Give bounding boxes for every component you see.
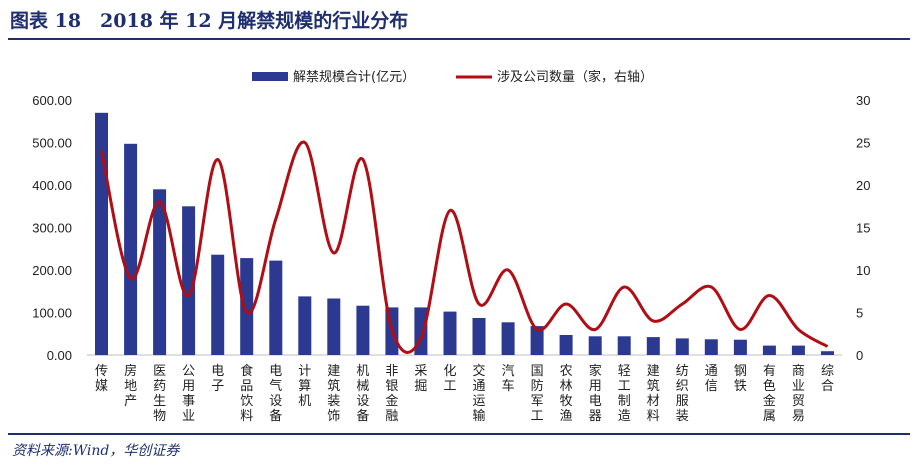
bar-国防军工 [530,326,544,355]
left-tick-label: 0.00 [47,348,72,363]
bar-纺织服装 [675,338,689,355]
category-label: 有色金属 [763,364,776,424]
category-label: 家用电器 [589,363,602,424]
category-label: 农林牧渔 [560,364,573,424]
bar-series [95,112,834,356]
right-tick-label: 0 [856,348,863,363]
category-label: 采掘 [414,364,427,394]
category-label: 轻工制造 [618,364,631,424]
left-tick-label: 100.00 [32,306,72,321]
left-tick-label: 200.00 [32,263,72,278]
category-label: 汽车 [502,364,515,394]
left-tick-label: 500.00 [32,136,72,151]
category-label: 机械设备 [356,364,369,424]
bar-家用电器 [588,336,602,355]
category-label: 传媒 [95,364,108,394]
category-label: 通信 [705,364,718,394]
right-tick-label: 10 [856,263,870,278]
source-note: 资料来源:Wind，华创证券 [12,443,180,459]
right-tick-label: 5 [856,306,863,321]
bar-钢铁 [733,339,747,355]
category-label: 国防军工 [531,364,544,424]
category-label: 非银金融 [385,364,398,424]
bar-电子 [211,254,225,355]
category-label: 公用事业 [182,364,195,424]
legend-bar-swatch [252,72,288,81]
page-title: 图表 18 2018 年 12 月解禁规模的行业分布 [10,10,409,32]
top-divider [8,38,910,40]
category-label: 商业贸易 [792,364,805,424]
category-label: 食品饮料 [240,363,253,424]
legend-line-label: 涉及公司数量（家，右轴） [497,69,653,85]
category-label: 建筑装饰 [327,364,340,424]
bar-传媒 [95,112,108,356]
left-tick-label: 600.00 [32,93,72,108]
bar-计算机 [298,296,312,355]
bar-农林牧渔 [559,335,573,355]
category-label: 综合 [821,364,834,394]
category-label: 医药生物 [153,364,166,424]
bar-医药生物 [153,189,167,356]
right-tick-label: 20 [856,178,870,193]
bar-交通运输 [472,318,486,355]
category-label: 化工 [443,364,456,394]
bar-综合 [821,351,834,355]
category-label: 交通运输 [472,363,485,424]
bar-房地产 [124,143,138,355]
left-tick-label: 400.00 [32,178,72,193]
bar-商业贸易 [791,345,805,355]
category-label: 电气设备 [269,364,282,424]
title-bar: 图表 18 2018 年 12 月解禁规模的行业分布 [0,0,918,40]
bar-食品饮料 [240,258,254,355]
bar-建筑装饰 [327,298,341,355]
right-tick-label: 30 [856,93,870,108]
bar-化工 [443,311,457,355]
category-label: 房地产 [124,363,137,409]
company-count-line [100,140,829,354]
right-tick-label: 15 [856,221,870,236]
legend-bar-label: 解禁规模合计(亿元） [293,70,415,85]
right-tick-label: 25 [856,136,870,151]
bar-轻工制造 [617,336,631,355]
bar-机械设备 [356,305,370,355]
left-axis: 0.00 100.00 200.00 300.00 400.00 500.00 600.00 [32,93,72,363]
bottom-divider [8,433,910,435]
category-labels: 传媒 房地产 医药生物 公用事业 电子 食品饮料 电气设备 计算机 建筑装饰 机械设备 非银金融 采掘… [95,363,834,424]
chart-legend: 解禁规模合计(亿元） 涉及公司数量（家，右轴） [252,69,653,85]
bar-有色金属 [762,345,776,355]
category-label: 建筑材料 [647,364,660,424]
right-axis: 0 5 10 15 20 25 30 [856,93,870,363]
category-label: 钢铁 [734,364,747,394]
left-tick-label: 300.00 [32,221,72,236]
bar-建筑材料 [646,337,660,355]
category-label: 计算机 [298,364,311,409]
category-label: 电子 [211,364,224,394]
category-label: 纺织服装 [676,364,689,424]
bar-公用事业 [182,206,196,356]
bar-电气设备 [269,260,283,355]
bar-汽车 [501,322,515,355]
bar-通信 [704,339,718,355]
